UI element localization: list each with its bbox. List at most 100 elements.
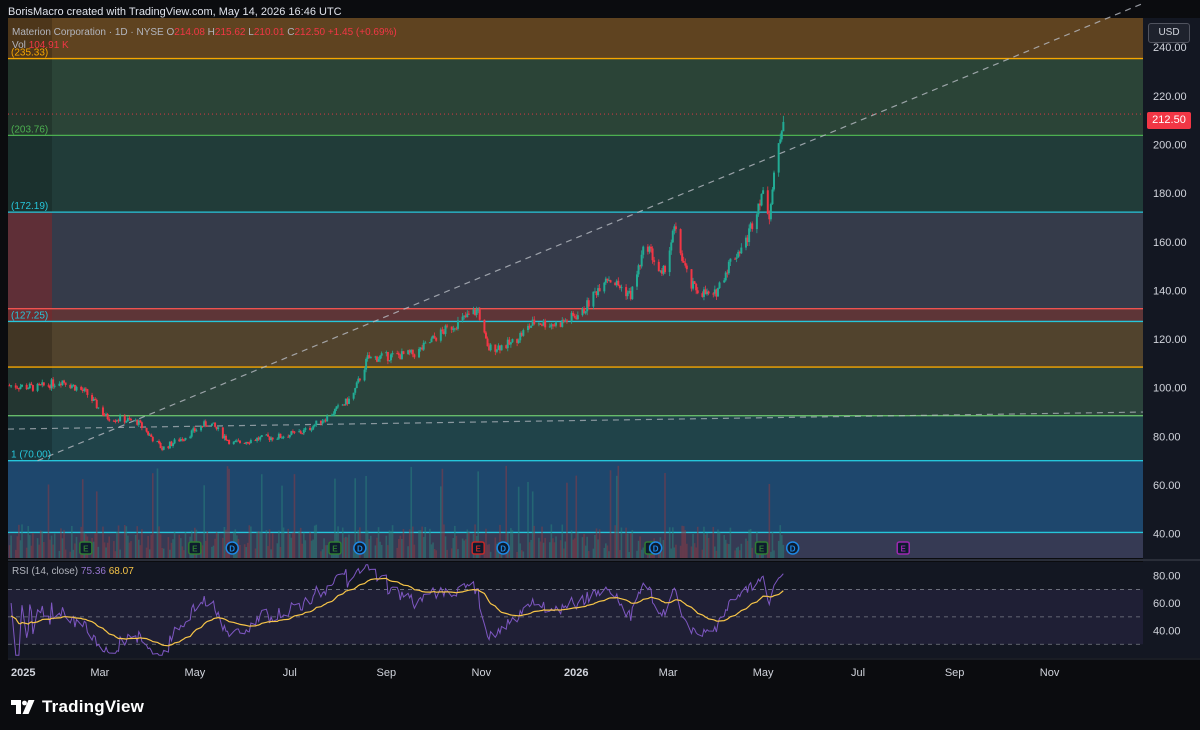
- candle-body: [298, 431, 301, 433]
- volume-bar: [573, 538, 576, 558]
- volume-bar: [228, 468, 230, 558]
- candle-body: [768, 213, 771, 220]
- candle-body: [455, 328, 458, 330]
- volume-bar: [745, 538, 747, 558]
- rsi-tick-label: 60.00: [1153, 598, 1181, 610]
- candle-body: [399, 355, 402, 360]
- candle-body: [444, 325, 447, 334]
- volume-bar: [32, 532, 34, 558]
- candle-body: [483, 319, 486, 333]
- volume-bar: [159, 534, 162, 558]
- candle-body: [193, 428, 196, 432]
- close-label: C: [287, 27, 295, 38]
- candle-body: [246, 442, 249, 444]
- volume-bar: [39, 530, 42, 558]
- candle-body: [304, 428, 307, 431]
- candle-body: [419, 347, 422, 349]
- volume-bar: [145, 547, 148, 558]
- candle-body: [707, 291, 710, 294]
- candle-body: [192, 428, 195, 431]
- candle-body: [385, 351, 388, 354]
- candle-body: [145, 427, 148, 432]
- volume-bar: [212, 545, 215, 558]
- volume-bar: [429, 528, 431, 558]
- volume-bar: [402, 529, 405, 558]
- candle-body: [463, 315, 466, 317]
- candle-body: [659, 270, 662, 272]
- volume-bar: [108, 536, 111, 558]
- open-value: 214.08: [174, 27, 205, 38]
- candle-body: [407, 350, 410, 355]
- volume-bar: [668, 527, 671, 558]
- candle-body: [232, 441, 235, 445]
- candle-body: [223, 435, 226, 439]
- candle-body: [410, 349, 413, 353]
- volume-bar: [510, 528, 512, 558]
- candle-body: [766, 190, 769, 214]
- candle-body: [36, 383, 39, 391]
- candle-body: [128, 418, 131, 420]
- candle-body: [161, 448, 164, 450]
- volume-bar: [486, 544, 489, 558]
- candle-body: [69, 384, 72, 388]
- fib-zone: [8, 415, 1143, 461]
- y-tick-label: 180.00: [1153, 188, 1187, 200]
- volume-bar: [323, 538, 325, 558]
- candle-body: [108, 419, 111, 421]
- volume-bar: [443, 524, 445, 558]
- volume-bar: [217, 533, 219, 558]
- volume-bar: [223, 526, 226, 558]
- volume-bar: [407, 546, 409, 558]
- volume-bar: [201, 545, 204, 558]
- candle-body: [27, 388, 30, 390]
- tradingview-logo[interactable]: TradingView: [10, 697, 144, 717]
- earnings-marker-icon: [79, 541, 93, 555]
- candle-body: [235, 440, 238, 442]
- candle-body: [81, 389, 84, 391]
- candle-body: [715, 289, 718, 297]
- candle-body: [400, 351, 403, 360]
- volume-bar: [292, 532, 294, 558]
- candle-body: [432, 335, 435, 339]
- volume-bar: [215, 532, 218, 558]
- volume-bar: [553, 542, 556, 558]
- currency-button[interactable]: USD: [1148, 23, 1190, 43]
- volume-bar: [527, 481, 529, 558]
- volume-bar: [298, 530, 300, 558]
- volume-bar: [728, 544, 730, 558]
- candle-body: [749, 223, 752, 229]
- volume-bar: [550, 524, 553, 558]
- candle-body: [527, 325, 530, 331]
- volume-bar: [455, 535, 458, 558]
- candle-body: [243, 442, 246, 444]
- volume-bar: [8, 545, 11, 558]
- high-label: H: [207, 27, 215, 38]
- candle-body: [751, 223, 754, 230]
- volume-bar: [477, 471, 479, 558]
- candle-body: [215, 426, 218, 430]
- x-tick-label: Mar: [90, 667, 109, 679]
- y-tick-label: 120.00: [1153, 334, 1187, 346]
- volume-bar: [150, 534, 153, 558]
- candle-body: [302, 430, 305, 434]
- candle-body: [49, 385, 52, 389]
- candle-body: [147, 431, 150, 435]
- candle-body: [136, 419, 139, 425]
- volume-bar: [365, 475, 367, 558]
- earnings-marker-icon: [188, 541, 202, 555]
- candle-body: [679, 229, 682, 254]
- volume-bar: [446, 549, 448, 558]
- volume-bar: [670, 548, 673, 558]
- candle-body: [724, 272, 727, 281]
- volume-bar: [156, 468, 159, 558]
- fib-left-strip-red: [8, 212, 52, 322]
- volume-bar: [608, 551, 610, 558]
- candle-body: [282, 436, 285, 438]
- volume-bar: [734, 550, 736, 558]
- volume-bar: [432, 542, 434, 558]
- volume-bar: [396, 547, 399, 558]
- volume-bar: [594, 534, 596, 558]
- candle-body: [586, 300, 589, 312]
- volume-bar: [639, 536, 641, 558]
- volume-bar: [749, 528, 752, 558]
